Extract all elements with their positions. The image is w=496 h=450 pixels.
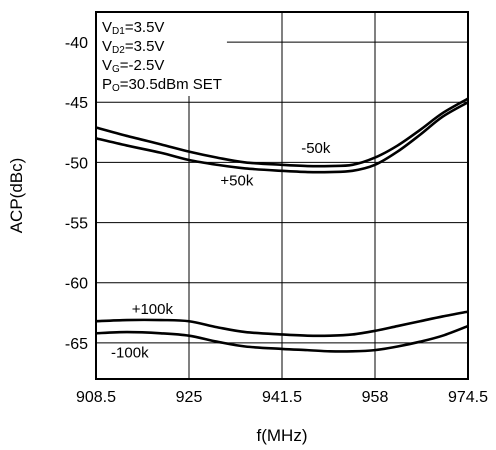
x-tick-label: 925 <box>176 389 203 406</box>
conditions-bg <box>97 13 227 96</box>
series-layer <box>95 97 469 353</box>
series-line-100k <box>95 310 469 338</box>
series-label: +50k <box>220 172 253 189</box>
y-tick-label: -45 <box>65 95 88 112</box>
x-tick-label: 908.5 <box>76 389 116 406</box>
y-tick-label: -60 <box>65 276 88 293</box>
x-tick-label: 941.5 <box>262 389 302 406</box>
series-labels: -50k +50k +100k -100k <box>109 139 333 362</box>
x-tick-label: 958 <box>362 389 389 406</box>
series-label-bg <box>299 139 333 157</box>
series-label: -50k <box>301 140 331 157</box>
x-axis-title: f(MHz) <box>257 426 308 445</box>
series-line-50k <box>95 101 469 174</box>
y-tick-label: -40 <box>65 35 88 52</box>
x-tick-label: 974.5 <box>448 389 488 406</box>
series-line-100k <box>95 324 469 353</box>
y-tick-label: -65 <box>65 336 88 353</box>
series-label-bg <box>129 301 176 319</box>
plot-frame <box>95 11 469 380</box>
condition-vd1: VD1=3.5V <box>102 19 164 37</box>
series-label: -100k <box>111 344 149 361</box>
series-line-50k <box>95 97 469 168</box>
series-label-bg <box>218 172 256 190</box>
tick-labels: 908.5 925 941.5 958 974.5 -40 -45 -50 -55 -60 -65 <box>65 35 488 406</box>
y-tick-label: -55 <box>65 216 88 233</box>
series-label: +100k <box>132 301 174 318</box>
series-label-bg <box>109 344 152 362</box>
condition-vg: VG=-2.5V <box>102 57 164 75</box>
y-tick-label: -50 <box>65 155 88 172</box>
y-axis-title: ACP(dBc) <box>7 158 26 234</box>
condition-po: PO=30.5dBm SET <box>102 76 222 94</box>
condition-vd2: VD2=3.5V <box>102 38 164 56</box>
